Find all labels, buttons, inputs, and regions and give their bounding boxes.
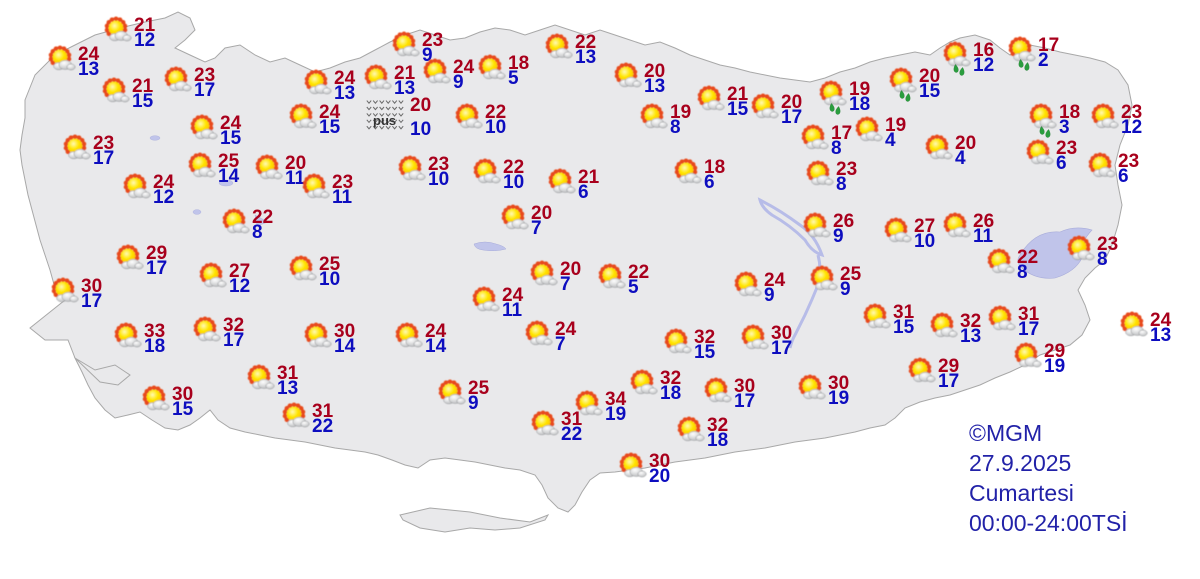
svg-text:19: 19: [828, 388, 849, 409]
svg-text:14: 14: [425, 336, 447, 357]
svg-text:22: 22: [561, 424, 582, 445]
svg-text:6: 6: [578, 182, 589, 203]
svg-text:11: 11: [285, 168, 306, 189]
svg-text:2: 2: [1038, 50, 1049, 71]
svg-text:14: 14: [334, 336, 356, 357]
svg-text:4: 4: [885, 130, 896, 151]
svg-text:15: 15: [694, 342, 716, 363]
svg-text:17: 17: [781, 107, 802, 128]
svg-text:9: 9: [833, 226, 844, 247]
svg-text:9: 9: [764, 285, 775, 306]
svg-text:17: 17: [1018, 319, 1039, 340]
svg-text:13: 13: [1150, 325, 1171, 346]
svg-text:15: 15: [919, 81, 941, 102]
svg-text:17: 17: [223, 330, 244, 351]
svg-text:13: 13: [277, 378, 298, 399]
svg-text:12: 12: [229, 276, 250, 297]
svg-text:18: 18: [707, 430, 728, 451]
svg-text:20: 20: [649, 466, 670, 487]
svg-text:12: 12: [973, 55, 994, 76]
svg-text:13: 13: [644, 76, 665, 97]
svg-text:15: 15: [172, 399, 194, 420]
svg-text:13: 13: [575, 47, 596, 68]
svg-text:15: 15: [319, 117, 341, 138]
svg-text:9: 9: [840, 279, 851, 300]
svg-text:14: 14: [218, 166, 240, 187]
svg-text:15: 15: [220, 128, 242, 149]
svg-text:3: 3: [1059, 117, 1070, 138]
svg-text:11: 11: [332, 187, 353, 208]
svg-text:7: 7: [531, 218, 542, 239]
svg-text:18: 18: [144, 336, 165, 357]
svg-text:7: 7: [555, 334, 566, 355]
svg-text:15: 15: [727, 99, 749, 120]
svg-text:19: 19: [1044, 356, 1065, 377]
svg-text:4: 4: [955, 148, 966, 169]
svg-text:18: 18: [849, 94, 870, 115]
svg-text:17: 17: [93, 148, 114, 169]
svg-text:8: 8: [831, 138, 842, 159]
svg-text:8: 8: [836, 174, 847, 195]
svg-text:6: 6: [1056, 153, 1067, 174]
svg-text:5: 5: [628, 277, 639, 298]
svg-text:12: 12: [134, 30, 155, 51]
svg-text:7: 7: [560, 274, 571, 295]
svg-text:5: 5: [508, 68, 519, 89]
svg-text:9: 9: [453, 72, 464, 93]
svg-text:17: 17: [771, 338, 792, 359]
svg-text:12: 12: [1121, 117, 1142, 138]
svg-text:10: 10: [410, 119, 431, 140]
svg-text:20: 20: [410, 95, 431, 116]
svg-text:17: 17: [146, 258, 167, 279]
svg-text:8: 8: [252, 222, 263, 243]
svg-text:10: 10: [319, 269, 340, 290]
svg-text:15: 15: [893, 317, 915, 338]
svg-text:17: 17: [734, 391, 755, 412]
svg-text:pus: pus: [373, 113, 396, 128]
svg-text:12: 12: [153, 187, 174, 208]
svg-text:8: 8: [670, 117, 681, 138]
svg-text:13: 13: [334, 83, 355, 104]
svg-text:18: 18: [660, 383, 681, 404]
svg-text:19: 19: [605, 404, 626, 425]
svg-text:6: 6: [704, 172, 715, 193]
svg-text:6: 6: [1118, 166, 1129, 187]
svg-text:8: 8: [1017, 262, 1028, 283]
svg-text:17: 17: [194, 80, 215, 101]
svg-text:10: 10: [503, 172, 524, 193]
svg-text:10: 10: [428, 169, 449, 190]
svg-text:22: 22: [312, 416, 333, 437]
svg-text:9: 9: [468, 393, 479, 414]
svg-text:17: 17: [81, 291, 102, 312]
svg-text:10: 10: [485, 117, 506, 138]
svg-text:15: 15: [132, 91, 154, 112]
svg-text:8: 8: [1097, 249, 1108, 270]
svg-text:13: 13: [960, 326, 981, 347]
svg-text:11: 11: [973, 226, 994, 247]
svg-text:13: 13: [78, 59, 99, 80]
svg-text:17: 17: [938, 371, 959, 392]
svg-text:10: 10: [914, 231, 935, 252]
svg-text:11: 11: [502, 300, 523, 321]
